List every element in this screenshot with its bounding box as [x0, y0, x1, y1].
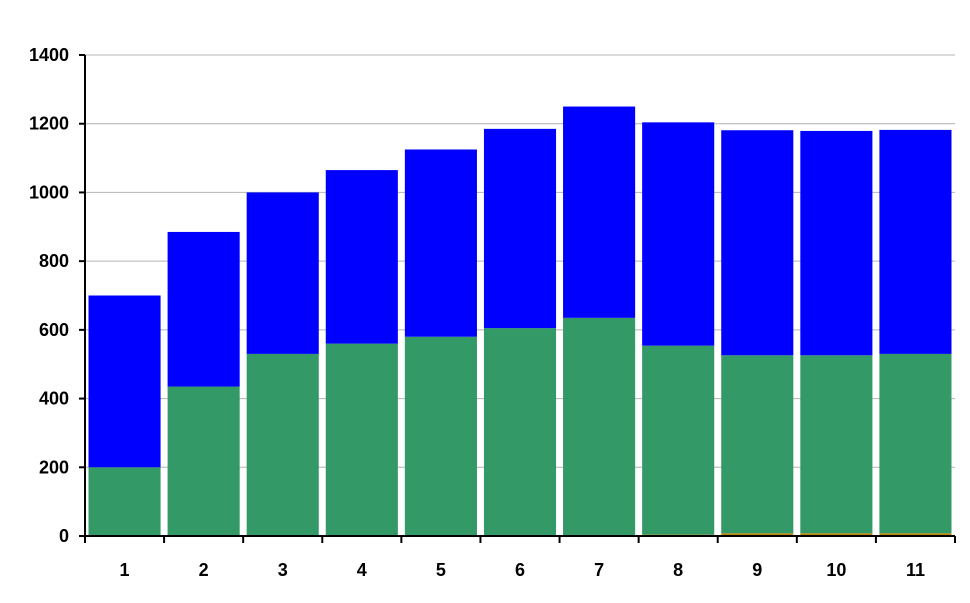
x-tick-label: 9: [752, 560, 762, 580]
x-tick-label: 5: [436, 560, 446, 580]
x-tick-label: 11: [906, 560, 925, 580]
y-tick-label: 1400: [29, 45, 69, 65]
bar-segment-series-2: [800, 355, 873, 534]
y-tick-label: 800: [39, 251, 69, 271]
x-tick-label: 1: [120, 560, 130, 580]
bar-segment-series-3: [800, 130, 873, 356]
bar-segment-series-3: [246, 192, 319, 354]
bar-segment-series-2: [325, 343, 398, 536]
y-tick-label: 200: [39, 457, 69, 477]
x-tick-label: 10: [826, 560, 846, 580]
y-tick-label: 1000: [29, 182, 69, 202]
bar-segment-series-1: [800, 533, 873, 536]
bar-segment-series-2: [483, 328, 557, 535]
x-tick-label: 4: [357, 560, 367, 580]
x-tick-label: 7: [594, 560, 604, 580]
bar-segment-series-3: [879, 129, 952, 354]
bar-segment-series-3: [404, 149, 477, 337]
bar-segment-series-3: [325, 170, 398, 344]
bar-segment-series-3: [563, 106, 636, 318]
y-axis-ticks: 0 200 400 600 800 1000 1200 1400: [29, 45, 85, 546]
bar-segment-series-2: [642, 345, 715, 535]
bar-segment-series-2: [563, 317, 636, 535]
bar-segment-series-2: [404, 336, 477, 536]
bars: [88, 106, 952, 536]
x-tick-label: 8: [673, 560, 683, 580]
bar-segment-series-2: [88, 467, 161, 536]
y-tick-label: 0: [59, 526, 69, 546]
y-tick-label: 400: [39, 389, 69, 409]
bar-segment-series-1: [879, 533, 952, 536]
bar-segment-series-3: [721, 130, 794, 356]
bar-segment-series-3: [642, 122, 715, 346]
bar-segment-series-1: [721, 533, 794, 536]
y-tick-label: 1200: [29, 114, 69, 134]
bar-segment-series-2: [879, 353, 952, 534]
y-tick-label: 600: [39, 320, 69, 340]
axes: [84, 55, 955, 537]
bar-segment-series-3: [88, 295, 161, 468]
x-tick-label: 3: [278, 560, 288, 580]
x-axis-ticks: 1 2 3 4 5 6 7 8 9 10 11: [84, 536, 956, 580]
bar-segment-series-2: [246, 353, 319, 536]
x-tick-label: 2: [199, 560, 209, 580]
bar-segment-series-2: [167, 386, 240, 536]
bar-segment-series-3: [167, 231, 240, 387]
x-tick-label: 6: [515, 560, 525, 580]
bar-segment-series-3: [483, 128, 557, 329]
bar-segment-series-2: [721, 355, 794, 534]
